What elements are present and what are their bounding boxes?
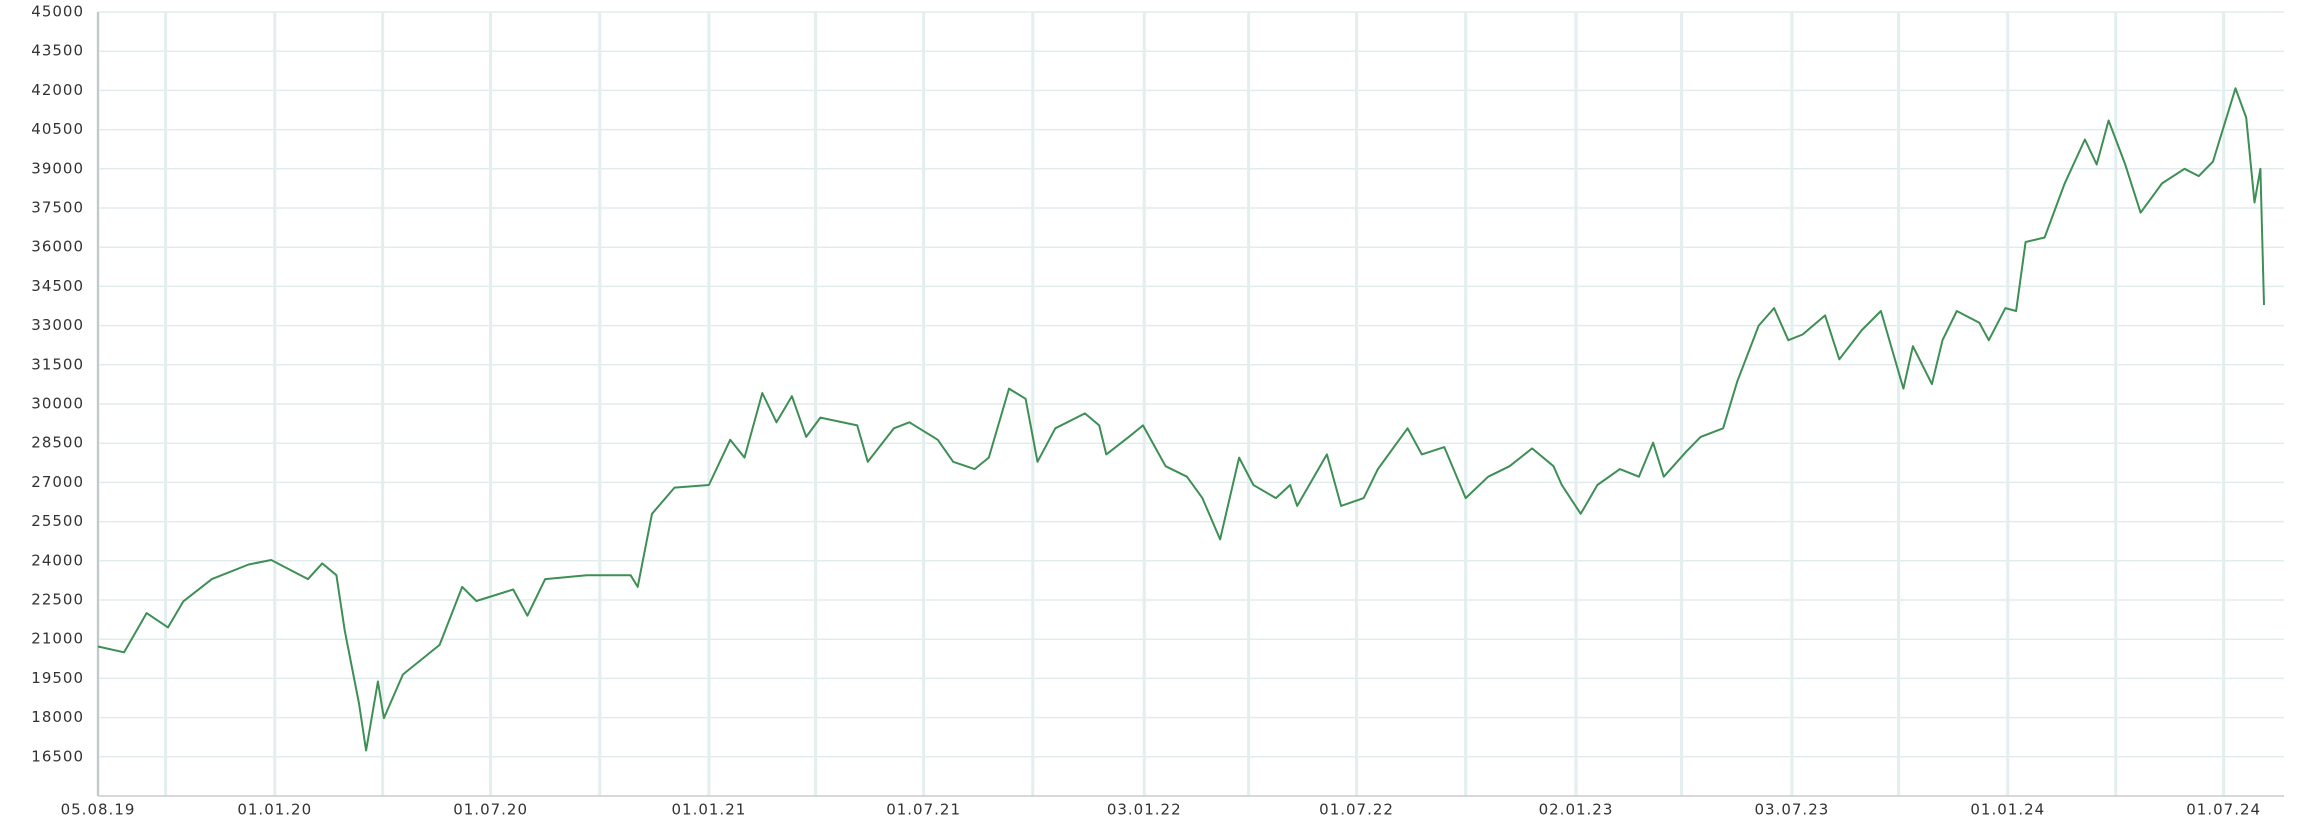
y-tick-label: 30000 xyxy=(31,395,84,413)
y-tick-label: 39000 xyxy=(31,159,84,177)
x-tick-label: 01.07.24 xyxy=(2186,801,2261,819)
x-tick-label: 03.01.22 xyxy=(1107,801,1182,819)
y-tick-label: 27000 xyxy=(31,473,84,491)
y-tick-label: 19500 xyxy=(31,669,84,687)
x-tick-label: 01.07.21 xyxy=(886,801,961,819)
y-tick-label: 45000 xyxy=(31,3,84,21)
x-tick-label: 01.07.22 xyxy=(1319,801,1394,819)
x-tick-label: 01.01.24 xyxy=(1970,801,2045,819)
x-tick-label: 05.08.19 xyxy=(61,801,136,819)
x-tick-label: 01.01.20 xyxy=(237,801,312,819)
y-tick-label: 40500 xyxy=(31,120,84,138)
x-tick-label: 03.07.23 xyxy=(1754,801,1829,819)
y-tick-label: 25500 xyxy=(31,512,84,530)
y-tick-label: 24000 xyxy=(31,551,84,569)
y-tick-label: 28500 xyxy=(31,434,84,452)
price-line xyxy=(97,87,2265,752)
y-tick-label: 31500 xyxy=(31,355,84,373)
x-tick-label: 01.07.20 xyxy=(453,801,528,819)
y-tick-label: 22500 xyxy=(31,591,84,609)
y-tick-label: 33000 xyxy=(31,316,84,334)
x-tick-label: 01.01.21 xyxy=(671,801,746,819)
x-tick-label: 02.01.23 xyxy=(1539,801,1614,819)
y-tick-label: 36000 xyxy=(31,238,84,256)
y-tick-label: 43500 xyxy=(31,42,84,60)
y-tick-label: 16500 xyxy=(31,747,84,765)
y-tick-label: 18000 xyxy=(31,708,84,726)
y-tick-label: 34500 xyxy=(31,277,84,295)
y-tick-label: 21000 xyxy=(31,630,84,648)
y-tick-label: 37500 xyxy=(31,199,84,217)
y-tick-label: 42000 xyxy=(31,81,84,99)
